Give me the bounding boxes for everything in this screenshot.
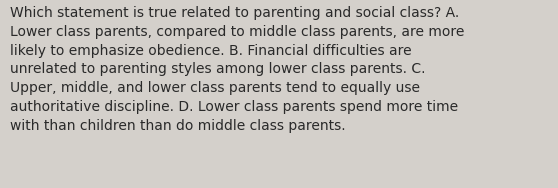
Text: Which statement is true related to parenting and social class? A.
Lower class pa: Which statement is true related to paren… [10,6,464,133]
